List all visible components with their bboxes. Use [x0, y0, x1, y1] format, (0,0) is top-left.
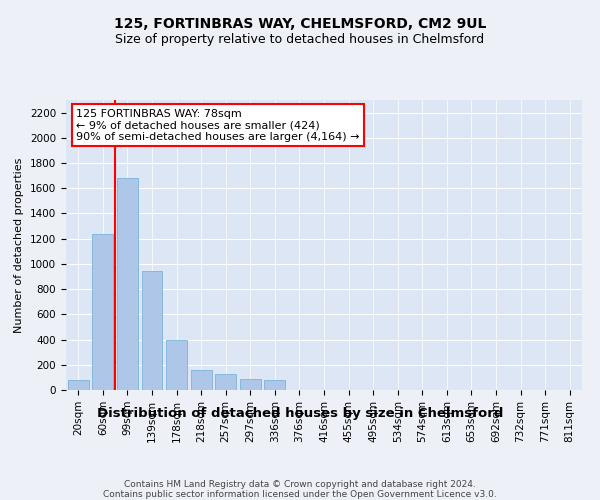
- Text: 125 FORTINBRAS WAY: 78sqm
← 9% of detached houses are smaller (424)
90% of semi-: 125 FORTINBRAS WAY: 78sqm ← 9% of detach…: [76, 108, 360, 142]
- Bar: [68, 380, 89, 390]
- Text: 125, FORTINBRAS WAY, CHELMSFORD, CM2 9UL: 125, FORTINBRAS WAY, CHELMSFORD, CM2 9UL: [114, 18, 486, 32]
- Bar: [191, 370, 212, 390]
- Bar: [117, 178, 138, 390]
- Bar: [240, 378, 261, 390]
- Bar: [92, 234, 113, 390]
- Text: Contains HM Land Registry data © Crown copyright and database right 2024.
Contai: Contains HM Land Registry data © Crown c…: [103, 480, 497, 500]
- Bar: [142, 272, 163, 390]
- Y-axis label: Number of detached properties: Number of detached properties: [14, 158, 25, 332]
- Text: Size of property relative to detached houses in Chelmsford: Size of property relative to detached ho…: [115, 32, 485, 46]
- Text: Distribution of detached houses by size in Chelmsford: Distribution of detached houses by size …: [97, 408, 503, 420]
- Bar: [265, 380, 286, 390]
- Bar: [215, 374, 236, 390]
- Bar: [166, 340, 187, 390]
